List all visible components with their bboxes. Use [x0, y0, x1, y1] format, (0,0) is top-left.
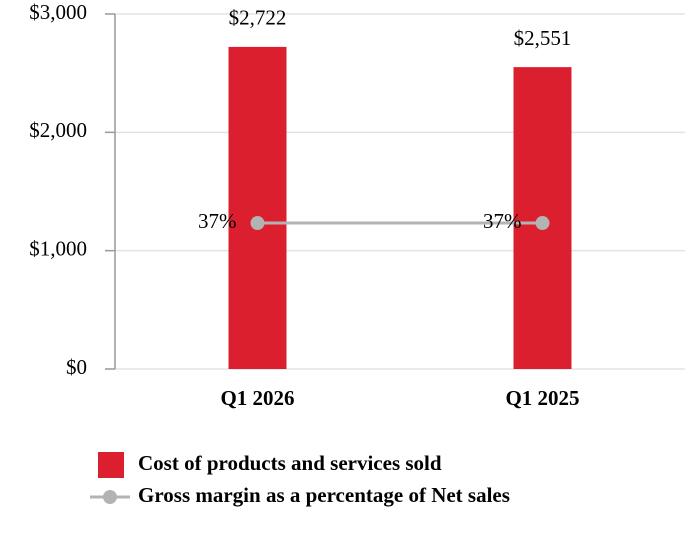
x-tick-label: Q1 2026 [220, 386, 294, 410]
x-tick-label: Q1 2025 [505, 386, 579, 410]
bar-value-label: $2,722 [229, 6, 287, 30]
bar [228, 46, 287, 369]
legend-swatch [98, 452, 124, 478]
y-tick-label: $0 [66, 355, 87, 379]
legend-swatch [103, 490, 117, 504]
legend-label: Cost of products and services sold [138, 451, 442, 475]
y-tick-label: $3,000 [29, 0, 87, 24]
line-point [535, 216, 550, 231]
y-tick-label: $2,000 [29, 118, 87, 142]
bar-value-label: $2,551 [514, 26, 572, 50]
y-tick-label: $1,000 [29, 236, 87, 260]
line-value-label: 37% [483, 209, 522, 233]
line-point [250, 216, 265, 231]
line-value-label: 37% [198, 209, 237, 233]
legend-label: Gross margin as a percentage of Net sale… [138, 483, 510, 507]
